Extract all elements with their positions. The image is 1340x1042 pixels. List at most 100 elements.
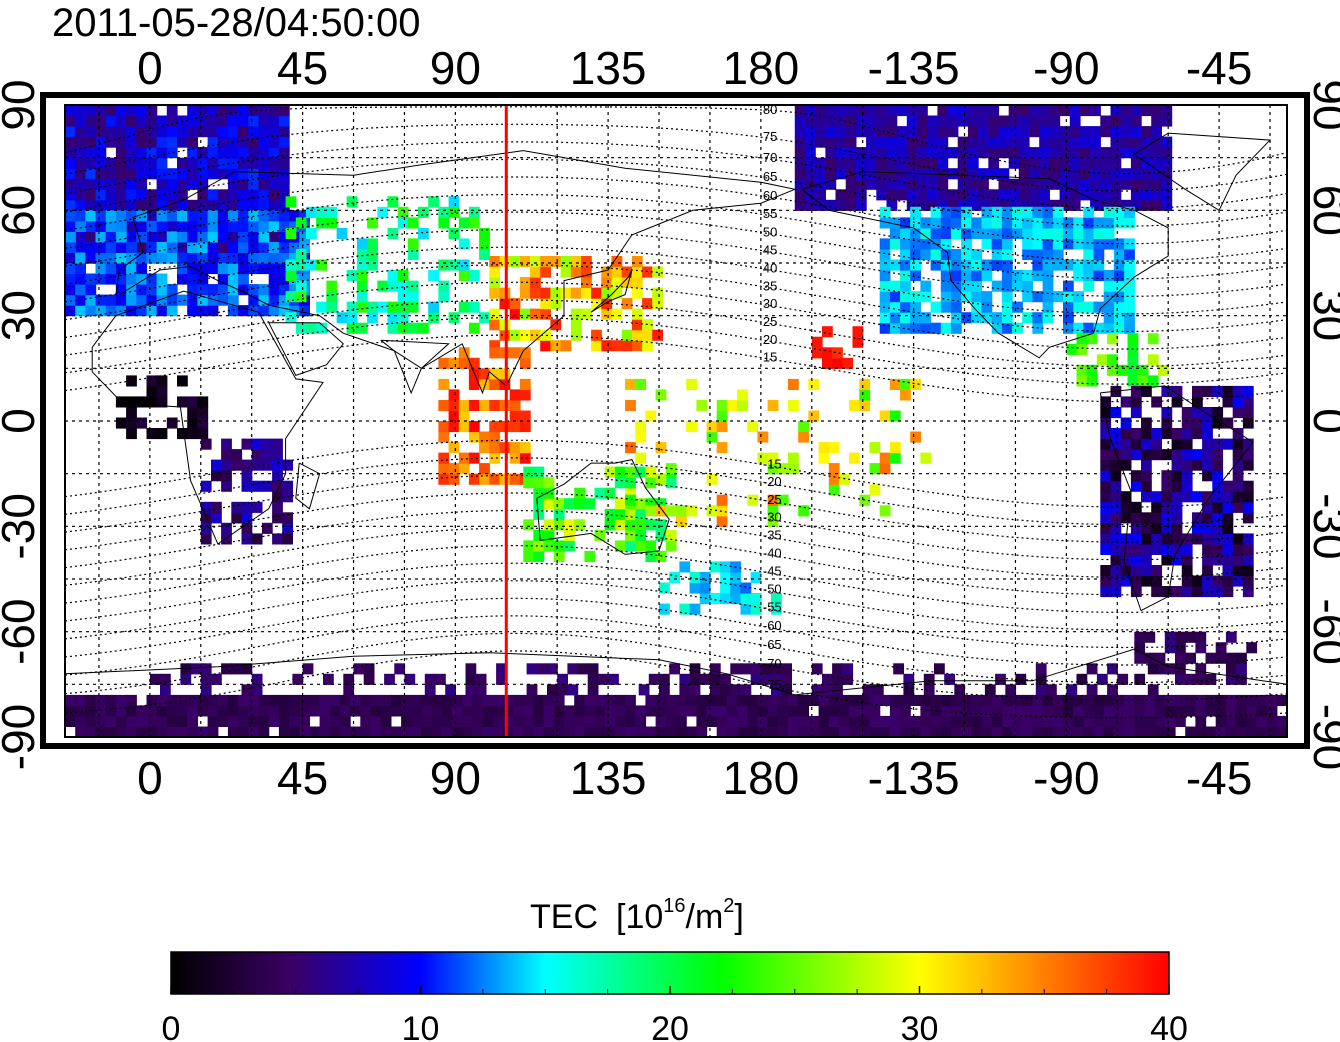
tec-cell (866, 126, 877, 138)
tec-cell (526, 684, 538, 696)
tec-cell (1124, 238, 1135, 250)
tec-cell (1141, 480, 1152, 492)
tec-cell (482, 694, 494, 706)
tec-cell (560, 340, 572, 352)
tec-cell (1012, 726, 1023, 737)
tec-cell (1266, 726, 1278, 737)
tec-cell (1073, 259, 1084, 271)
tec-cell (771, 673, 782, 685)
tec-cell (1110, 470, 1122, 482)
tec-cell (645, 705, 657, 717)
tec-cell (513, 726, 524, 737)
tec-cell (401, 705, 412, 717)
tec-cell (991, 227, 1003, 239)
tec-cell (177, 157, 188, 169)
tec-cell (1086, 364, 1098, 376)
tec-cell (136, 417, 148, 429)
tec-cell (377, 280, 389, 292)
tec-cell (282, 480, 293, 492)
tec-cell (1076, 364, 1088, 376)
tec-cell (625, 694, 636, 706)
tec-cell (1137, 375, 1149, 387)
tec-cell (1073, 694, 1084, 706)
tec-cell (401, 726, 412, 737)
tec-cell (872, 684, 884, 696)
lat-tick-right: -90 (1304, 704, 1340, 770)
tec-cell (655, 473, 667, 485)
tec-cell (166, 210, 178, 222)
tec-cell (971, 249, 983, 261)
tec-cell (635, 466, 647, 478)
tec-cell (1232, 565, 1244, 577)
tec-cell (350, 694, 361, 706)
tec-cell (540, 308, 551, 320)
tec-cell (166, 115, 178, 127)
tec-cell (665, 726, 677, 737)
tec-cell (920, 705, 932, 717)
tec-cell (886, 115, 898, 127)
tec-cell (889, 705, 901, 717)
tec-cell (1141, 385, 1152, 397)
tec-cell (241, 533, 253, 545)
tec-cell (1161, 189, 1173, 201)
tec-cell (1100, 438, 1112, 450)
tec-cell (1202, 428, 1213, 440)
tec-cell (896, 189, 908, 201)
tec-cell (1130, 565, 1142, 577)
tec-cell (950, 206, 962, 218)
tec-cell (567, 663, 579, 675)
tec-cell (879, 301, 891, 313)
tec-cell (1029, 178, 1040, 190)
tec-cell (910, 270, 921, 282)
tec-cell (1161, 501, 1173, 513)
tec-cell (601, 287, 613, 299)
tec-cell (720, 684, 731, 696)
tec-cell (676, 694, 687, 706)
tec-cell (1192, 449, 1203, 461)
tec-cell (910, 249, 921, 261)
tec-cell (1130, 115, 1142, 127)
tec-cell (1175, 705, 1186, 717)
tec-cell (197, 396, 209, 408)
tec-cell (716, 715, 728, 727)
tec-cell (1137, 364, 1149, 376)
tec-cell (272, 480, 283, 492)
tec-cell (1130, 554, 1142, 566)
tec-cell (879, 726, 891, 737)
tec-cell (1117, 364, 1129, 376)
colorbar-ticks: 0 10 20 30 40 (162, 986, 1188, 1042)
tec-cell (438, 217, 450, 229)
tec-cell (1144, 705, 1156, 717)
tec-cell (720, 561, 731, 573)
tec-cell (95, 126, 107, 138)
tec-cell (187, 294, 198, 306)
tec-cell (268, 263, 280, 275)
tec-cell (258, 231, 270, 243)
tec-cell (248, 263, 260, 275)
tec-cell (655, 498, 667, 510)
tec-cell (197, 428, 209, 440)
tec-cell (65, 220, 76, 232)
tec-cell (397, 301, 409, 313)
tec-cell (1127, 333, 1139, 345)
tec-cell (1175, 715, 1186, 727)
tec-cell (604, 508, 616, 520)
tec-cell (747, 694, 759, 706)
tec-cell (75, 705, 86, 717)
tec-cell (295, 249, 307, 261)
tec-cell (1144, 715, 1156, 727)
tec-cell (115, 178, 127, 190)
tec-cell (1225, 726, 1237, 737)
tec-cell (258, 305, 270, 317)
contour-line (65, 264, 1287, 333)
tec-cell (156, 715, 168, 727)
tec-cell (971, 217, 983, 229)
tec-cell (227, 263, 239, 275)
tec-cell (1110, 438, 1122, 450)
tec-cell (282, 512, 293, 524)
tec-cell (570, 329, 582, 341)
tec-cell (1120, 396, 1132, 408)
tec-cell (584, 705, 596, 717)
tec-cell (1232, 554, 1244, 566)
tec-cell (1154, 694, 1166, 706)
